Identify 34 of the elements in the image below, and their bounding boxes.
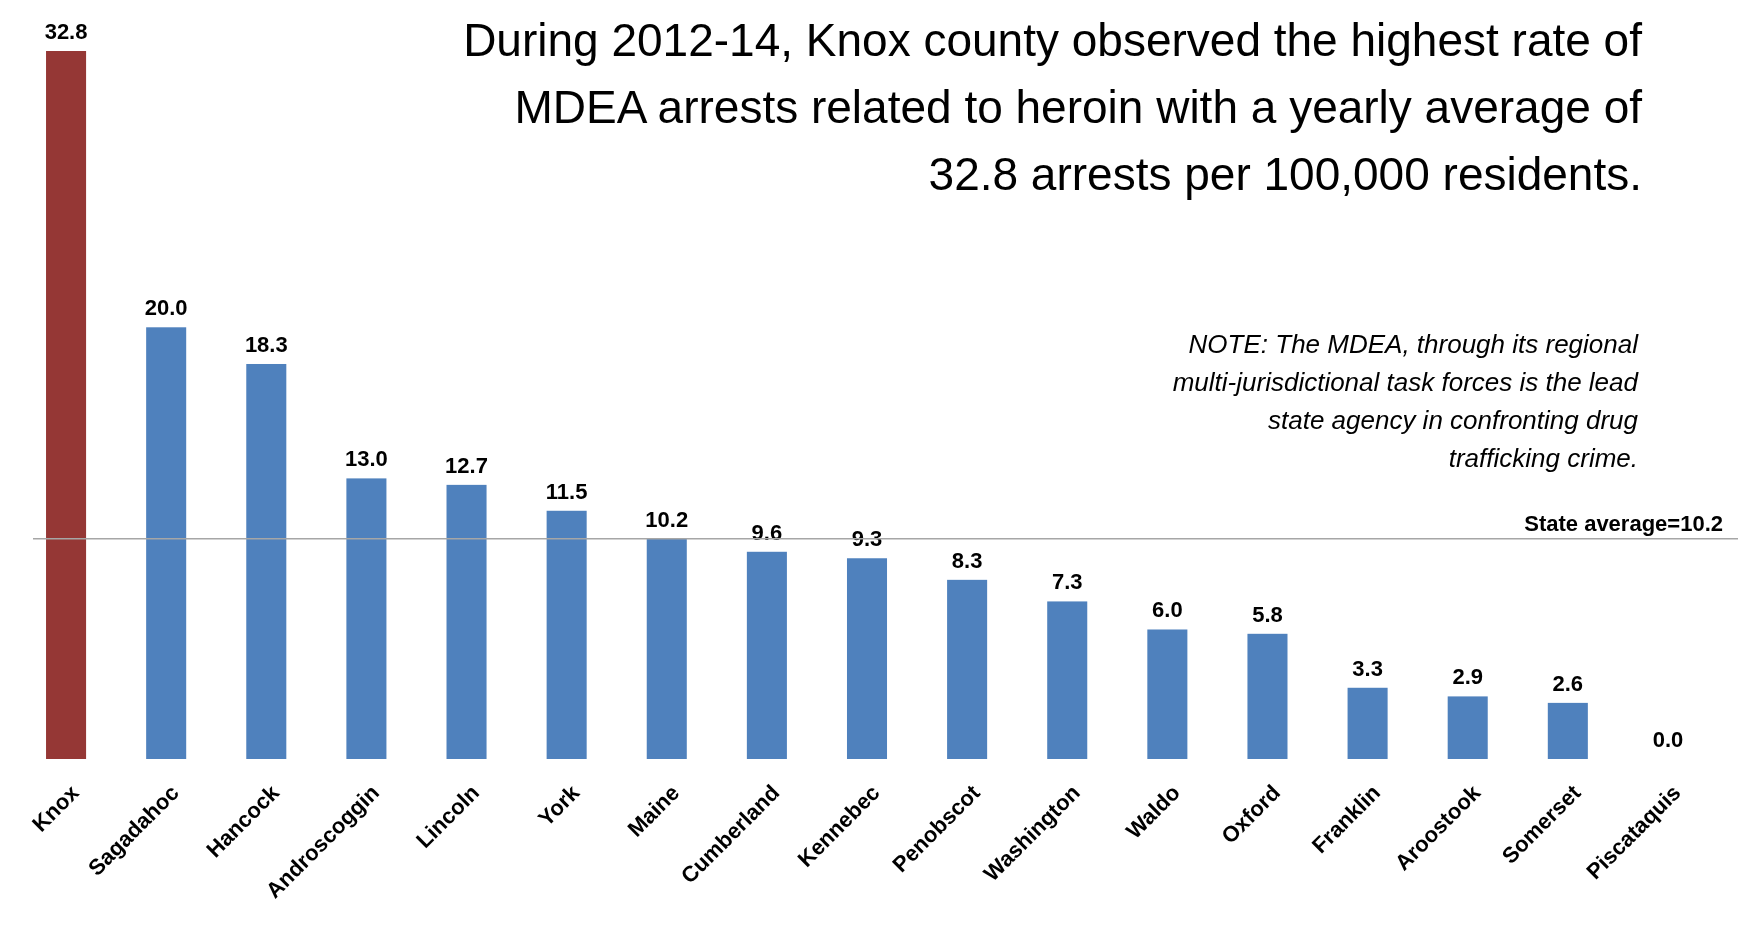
data-label: 8.3: [951, 547, 983, 573]
bar: [246, 363, 287, 759]
text: During 2012-14, Knox county observed the highest rate of MDEA arrests related to heroin with a yearly average of 32.8 arrests per 100,000 residents.: [463, 14, 1643, 200]
bar: [546, 510, 587, 759]
data-label: 6.0: [1152, 597, 1183, 623]
bar: [947, 579, 988, 759]
bar: [1447, 696, 1488, 759]
data-label: 12.7: [445, 452, 488, 478]
data-label: 0.0: [1652, 727, 1684, 752]
data-label: 10.2: [645, 506, 689, 532]
bar: [1247, 633, 1288, 759]
data-label: 5.8: [1252, 601, 1283, 627]
data-label: 3.3: [1352, 655, 1383, 681]
data-label: 2.6: [1552, 670, 1584, 696]
bar: [146, 327, 187, 759]
data-label: 18.3: [244, 331, 288, 357]
bar: [446, 484, 487, 759]
data-label: 20.0: [144, 295, 188, 321]
bar: [746, 551, 787, 759]
bar: [346, 478, 387, 759]
bar: [1347, 687, 1388, 759]
bar: [46, 51, 87, 759]
annotation: NOTE: The MDEA, through its regional multi-jurisdictional task forces is the lead state agency in confronting drug trafficking crime.: [1172, 329, 1640, 473]
bar: [1547, 702, 1588, 759]
data-label: 32.8: [44, 19, 88, 44]
data-label: 13.0: [345, 446, 388, 472]
data-label: 7.3: [1051, 569, 1083, 595]
bar: [846, 558, 888, 759]
bar: [646, 538, 687, 759]
bar: [1147, 629, 1188, 759]
ref-line-label: State average=10.2: [1524, 510, 1723, 536]
bar: [1047, 601, 1088, 759]
data-label: 2.9: [1452, 664, 1483, 690]
data-label: 11.5: [545, 478, 588, 504]
